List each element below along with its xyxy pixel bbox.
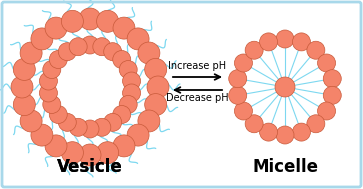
Circle shape <box>275 77 295 97</box>
Circle shape <box>293 33 310 51</box>
Circle shape <box>13 94 35 116</box>
Circle shape <box>79 144 101 166</box>
Circle shape <box>245 115 263 133</box>
Circle shape <box>11 76 33 98</box>
Circle shape <box>113 105 131 123</box>
Circle shape <box>69 118 87 136</box>
Circle shape <box>49 105 67 123</box>
Circle shape <box>119 60 137 79</box>
Circle shape <box>49 50 67 68</box>
Circle shape <box>293 123 310 141</box>
Circle shape <box>81 120 99 138</box>
Circle shape <box>20 42 42 64</box>
Circle shape <box>43 95 61 113</box>
Circle shape <box>104 43 122 61</box>
Circle shape <box>260 33 278 51</box>
Circle shape <box>276 30 294 48</box>
Text: Decrease pH: Decrease pH <box>166 93 228 103</box>
Circle shape <box>93 38 111 56</box>
Circle shape <box>276 126 294 144</box>
Circle shape <box>40 84 57 102</box>
Circle shape <box>113 17 135 39</box>
Circle shape <box>318 54 335 72</box>
Circle shape <box>229 70 247 88</box>
Circle shape <box>61 142 83 164</box>
Circle shape <box>97 142 119 164</box>
Text: Increase pH: Increase pH <box>168 61 226 71</box>
Circle shape <box>97 10 119 32</box>
Circle shape <box>81 36 99 54</box>
Circle shape <box>138 42 160 64</box>
Circle shape <box>318 102 335 120</box>
Circle shape <box>323 86 341 104</box>
Circle shape <box>234 102 252 120</box>
Circle shape <box>69 38 87 56</box>
Circle shape <box>145 58 167 80</box>
Circle shape <box>113 50 131 68</box>
Circle shape <box>138 110 160 132</box>
Circle shape <box>58 113 76 131</box>
Circle shape <box>147 76 169 98</box>
Circle shape <box>123 84 140 102</box>
Circle shape <box>45 135 67 157</box>
Circle shape <box>31 124 53 146</box>
Circle shape <box>229 86 247 104</box>
Text: Vesicle: Vesicle <box>57 158 123 176</box>
Circle shape <box>307 115 325 133</box>
Circle shape <box>307 41 325 59</box>
Circle shape <box>123 72 140 90</box>
Circle shape <box>31 28 53 50</box>
Circle shape <box>113 135 135 157</box>
Circle shape <box>119 95 137 113</box>
Text: Micelle: Micelle <box>252 158 318 176</box>
Circle shape <box>127 28 149 50</box>
Circle shape <box>145 94 167 116</box>
Circle shape <box>58 43 76 61</box>
Circle shape <box>127 124 149 146</box>
Text: Vesicle: Vesicle <box>57 158 123 176</box>
Circle shape <box>245 41 263 59</box>
Circle shape <box>20 110 42 132</box>
Circle shape <box>104 113 122 131</box>
Circle shape <box>234 54 252 72</box>
Circle shape <box>13 58 35 80</box>
Circle shape <box>45 17 67 39</box>
Circle shape <box>323 70 341 88</box>
Circle shape <box>43 60 61 79</box>
Circle shape <box>260 123 278 141</box>
Circle shape <box>79 8 101 30</box>
Circle shape <box>93 118 111 136</box>
Circle shape <box>61 10 83 32</box>
Circle shape <box>40 72 57 90</box>
